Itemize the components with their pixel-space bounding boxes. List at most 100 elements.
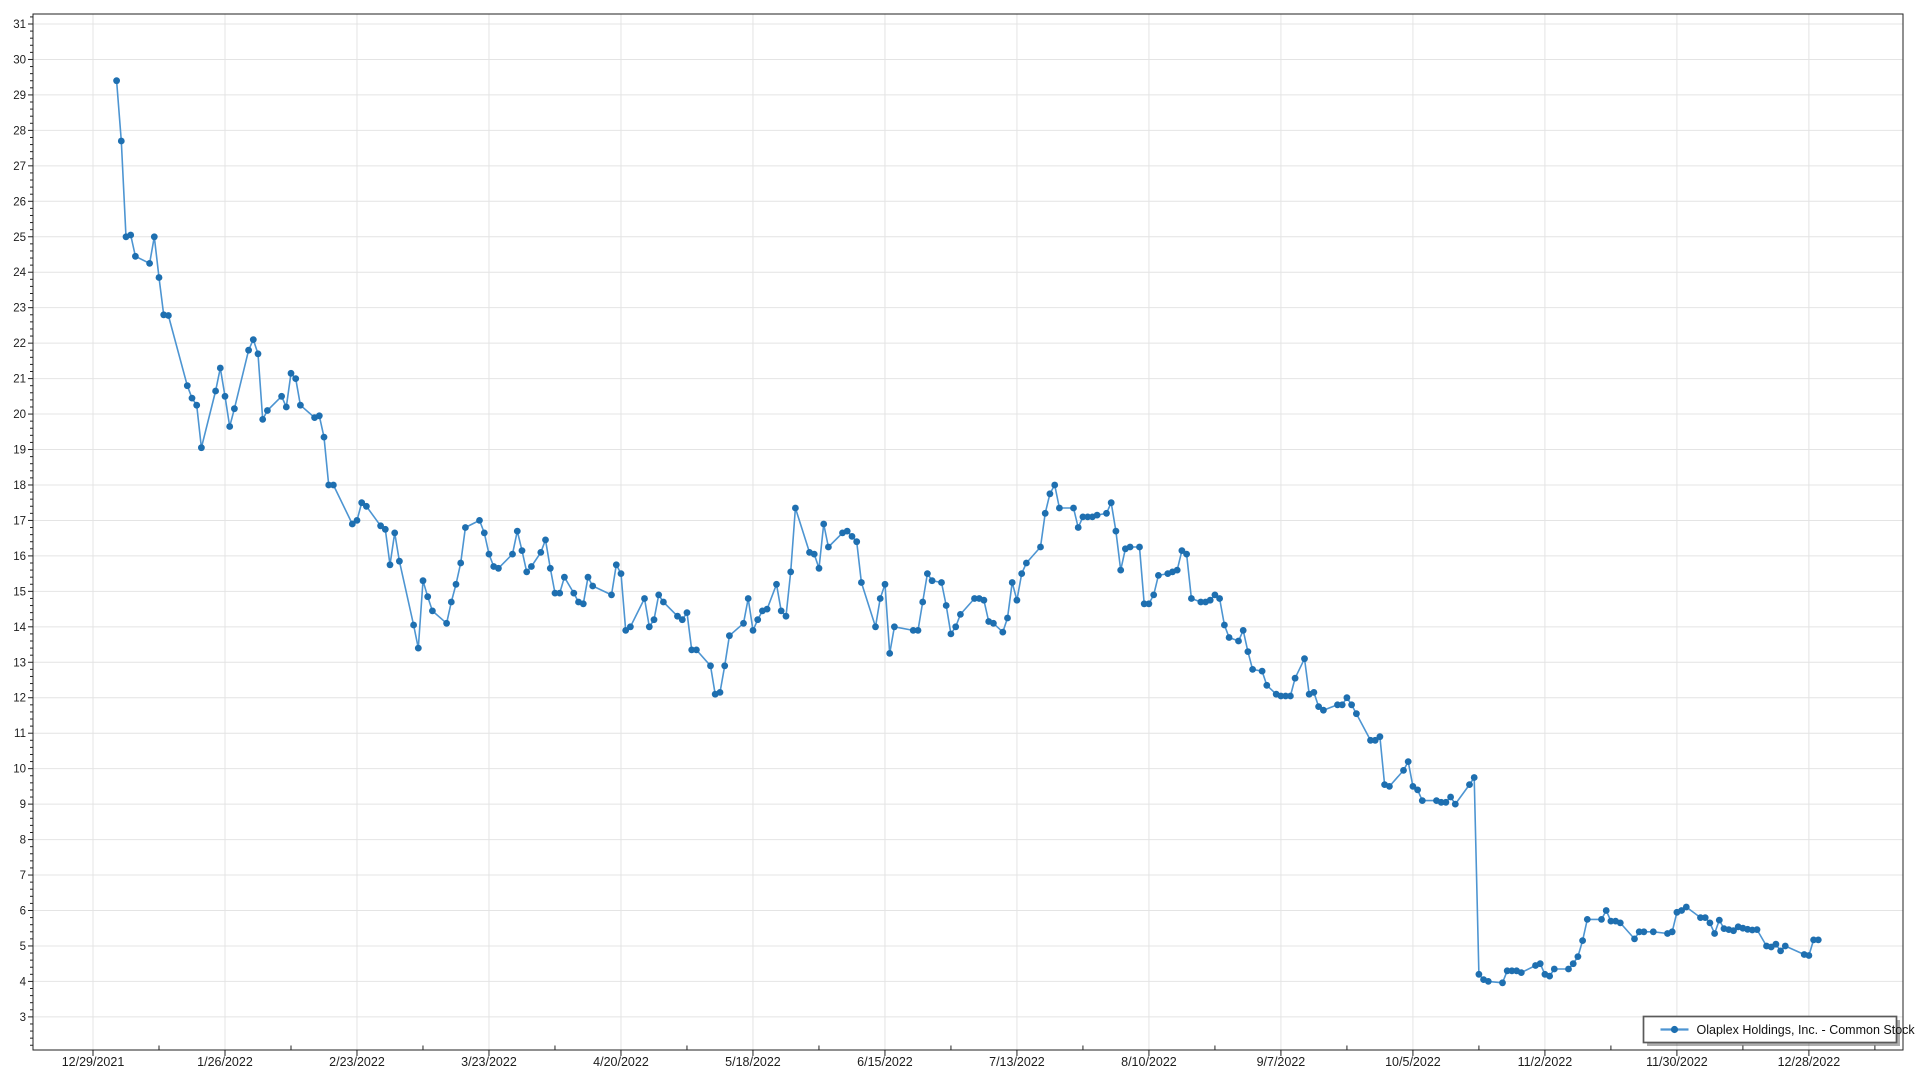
- x-axis-tick-label: 4/20/2022: [593, 1055, 649, 1069]
- data-point-marker: [763, 605, 771, 613]
- data-point-marker: [165, 312, 172, 319]
- data-point-marker: [1235, 637, 1242, 645]
- data-point-marker: [1173, 566, 1181, 574]
- data-point-marker: [1418, 797, 1426, 804]
- data-point-marker: [447, 598, 455, 606]
- data-point-marker: [622, 627, 630, 634]
- data-point-marker: [1074, 524, 1082, 531]
- y-axis-tick-label: 20: [13, 409, 26, 421]
- y-axis-tick-label: 12: [13, 693, 26, 705]
- data-point-marker: [980, 596, 988, 604]
- data-point-marker: [853, 538, 861, 546]
- data-point-marker: [726, 632, 733, 640]
- data-point-marker: [1353, 710, 1360, 718]
- y-axis-tick-label: 27: [13, 161, 26, 173]
- data-point-marker: [650, 616, 658, 624]
- data-point-marker: [231, 405, 238, 413]
- data-point-marker: [1023, 559, 1030, 567]
- data-point-marker: [1805, 952, 1813, 959]
- data-point-marker: [612, 561, 620, 569]
- data-point-marker: [1607, 917, 1615, 925]
- data-point-marker: [320, 433, 328, 441]
- data-point-marker: [1338, 701, 1346, 709]
- y-axis-tick-label: 6: [20, 906, 26, 918]
- data-point-marker: [1442, 798, 1450, 806]
- data-point-marker: [1508, 967, 1516, 975]
- x-axis-tick-label: 7/13/2022: [989, 1055, 1045, 1069]
- data-point-marker: [1145, 600, 1153, 608]
- data-point-marker: [226, 423, 234, 430]
- data-point-marker: [146, 260, 154, 267]
- data-point-marker: [1155, 572, 1162, 579]
- data-point-marker: [848, 533, 856, 540]
- data-point-marker: [282, 403, 290, 411]
- data-point-marker: [749, 627, 757, 634]
- data-point-marker: [1550, 965, 1558, 973]
- data-point-marker: [1150, 591, 1158, 599]
- data-point-marker: [754, 616, 762, 624]
- data-point-marker: [1320, 706, 1327, 714]
- data-point-marker: [1400, 767, 1407, 774]
- data-point-marker: [660, 598, 667, 606]
- y-axis-tick-label: 23: [13, 303, 26, 315]
- data-point-marker: [608, 591, 615, 599]
- data-point-marker: [1451, 800, 1459, 808]
- data-point-marker: [297, 401, 304, 409]
- data-point-marker: [523, 568, 531, 576]
- data-point-marker: [155, 274, 163, 281]
- data-point-marker: [744, 595, 752, 602]
- y-axis: 3 4 5 6 7 8 9 10 11 12 13 14 15 16 17 18 19 20 21 22 23 24 25 2…: [13, 16, 33, 1046]
- data-point-marker: [381, 525, 389, 533]
- data-point-marker: [245, 346, 253, 354]
- legend-series-marker-icon: [1670, 1025, 1679, 1034]
- data-point-marker: [513, 527, 521, 535]
- data-point-marker: [952, 623, 960, 631]
- data-point-marker: [1343, 694, 1351, 702]
- data-point-marker: [292, 375, 300, 382]
- data-point-marker: [1484, 978, 1492, 985]
- data-point-marker: [348, 520, 356, 528]
- data-point-marker: [999, 628, 1007, 636]
- data-point-marker: [570, 589, 578, 597]
- data-point-marker: [1697, 914, 1704, 921]
- data-point-marker: [518, 547, 526, 554]
- data-point-marker: [971, 595, 978, 602]
- y-axis-tick-label: 24: [13, 267, 26, 279]
- data-point-marker: [688, 646, 696, 654]
- data-point-marker: [1367, 736, 1374, 744]
- data-point-marker: [1536, 960, 1544, 968]
- data-point-marker: [254, 350, 262, 358]
- x-axis-tick-label: 3/23/2022: [461, 1055, 517, 1069]
- data-point-marker: [528, 563, 535, 570]
- data-point-marker: [777, 607, 785, 615]
- data-point-marker: [1414, 786, 1421, 794]
- data-point-marker: [556, 589, 564, 597]
- data-point-marker: [546, 564, 554, 572]
- data-point-marker: [810, 550, 818, 558]
- y-axis-tick-label: 11: [14, 728, 26, 740]
- data-point-marker: [1107, 499, 1115, 507]
- data-point-marker: [1682, 903, 1690, 911]
- y-axis-tick-label: 13: [13, 657, 26, 669]
- data-point-marker: [1117, 566, 1125, 574]
- y-axis-tick-label: 21: [13, 374, 26, 386]
- y-axis-tick-label: 30: [13, 54, 26, 66]
- data-point-marker: [1070, 504, 1077, 512]
- data-point-marker: [396, 557, 403, 565]
- data-point-marker: [1216, 595, 1223, 602]
- data-point-marker: [683, 609, 691, 616]
- data-point-marker: [891, 623, 898, 631]
- data-point-marker: [358, 499, 366, 507]
- data-point-marker: [1678, 907, 1685, 914]
- data-point-marker: [1466, 781, 1473, 788]
- y-axis-tick-label: 7: [20, 870, 26, 882]
- data-point-marker: [876, 595, 884, 602]
- data-point-marker: [221, 392, 229, 400]
- y-axis-tick-label: 22: [13, 338, 26, 350]
- data-point-marker: [264, 407, 271, 414]
- data-point-marker: [579, 600, 587, 608]
- y-axis-tick-label: 15: [13, 586, 26, 598]
- data-point-marker: [480, 529, 488, 537]
- data-point-marker: [1126, 543, 1134, 551]
- data-point-marker: [315, 412, 323, 420]
